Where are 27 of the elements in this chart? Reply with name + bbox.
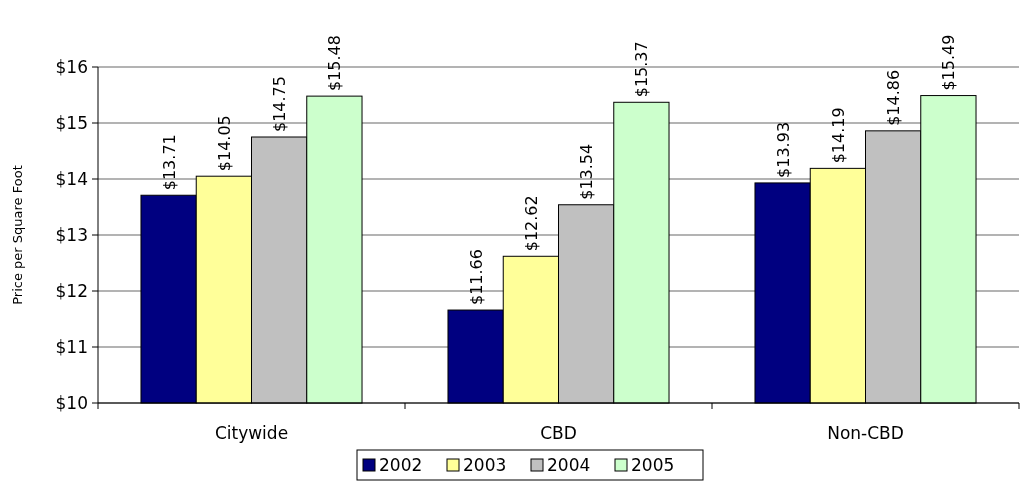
- data-label: $15.48: [325, 35, 345, 92]
- y-tick-label: $11: [55, 336, 88, 357]
- legend-label: 2003: [463, 454, 507, 475]
- legend-label: 2002: [379, 454, 423, 475]
- data-label: $15.49: [939, 34, 959, 91]
- data-label: $13.71: [159, 134, 179, 191]
- data-label: $15.37: [632, 41, 652, 98]
- data-label: $14.75: [270, 76, 290, 132]
- data-label: $14.05: [214, 115, 234, 172]
- y-axis-title: Price per Square Foot: [10, 165, 25, 305]
- x-tick-label: Citywide: [214, 423, 289, 443]
- y-tick-label: $10: [55, 392, 88, 413]
- legend-label: 2005: [631, 454, 675, 475]
- data-label: $11.66: [466, 249, 486, 306]
- y-tick-label: $15: [55, 112, 88, 133]
- data-label: $14.86: [884, 69, 904, 126]
- data-label: $12.62: [521, 195, 541, 252]
- y-tick-label: $13: [55, 224, 88, 245]
- y-tick-label: $12: [55, 280, 88, 301]
- x-tick-label: Non-CBD: [827, 423, 904, 443]
- data-label: $13.54: [577, 143, 597, 200]
- x-tick-label: CBD: [540, 423, 577, 443]
- data-label: $13.93: [773, 121, 793, 178]
- y-tick-label: $16: [55, 56, 88, 77]
- y-tick-label: $14: [55, 168, 88, 189]
- data-label: $14.19: [828, 107, 848, 164]
- legend-label: 2004: [547, 454, 591, 475]
